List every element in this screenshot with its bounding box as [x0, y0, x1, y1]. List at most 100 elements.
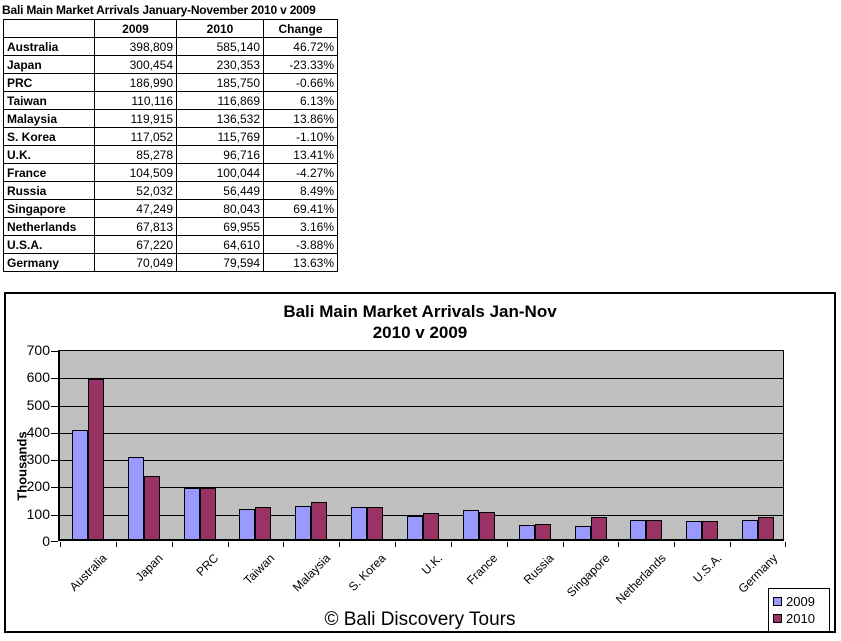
- table-row: Australia 398,809 585,140 46.72%: [3, 37, 338, 56]
- value-2009-cell: 52,032: [94, 181, 177, 200]
- x-axis-label: U.K.: [418, 551, 445, 578]
- value-2010-cell: 56,449: [176, 181, 264, 200]
- change-cell: 69.41%: [263, 199, 338, 218]
- bar-2010-u-k-: [423, 513, 439, 539]
- table-title: Bali Main Market Arrivals January-Novemb…: [2, 3, 316, 17]
- bar-2009-u-k-: [407, 516, 423, 539]
- chart-title-line-1: Bali Main Market Arrivals Jan-Nov: [283, 302, 557, 321]
- change-cell: 13.41%: [263, 145, 338, 164]
- value-2010-cell: 96,716: [176, 145, 264, 164]
- y-tick-label: 400: [26, 423, 50, 440]
- bar-2009-prc: [184, 488, 200, 539]
- x-axis-label: U.S.A.: [689, 551, 725, 586]
- value-2010-cell: 100,044: [176, 163, 264, 182]
- x-tick-mark: [730, 542, 731, 547]
- change-cell: -4.27%: [263, 163, 338, 182]
- gridline: [60, 405, 783, 407]
- value-2009-cell: 47,249: [94, 199, 177, 218]
- table-header-row: 2009 2010 Change: [3, 19, 338, 38]
- value-2010-cell: 230,353: [176, 55, 264, 74]
- change-cell: 13.63%: [263, 253, 338, 272]
- bar-2009-malaysia: [295, 506, 311, 539]
- value-2009-cell: 300,454: [94, 55, 177, 74]
- gridline: [60, 514, 783, 516]
- market-name-cell: U.K.: [3, 145, 95, 164]
- gridline: [60, 487, 783, 489]
- y-tick-mark: [51, 541, 58, 542]
- market-name-cell: PRC: [3, 73, 95, 92]
- y-tick-label: 0: [42, 533, 50, 549]
- legend-entry: 2009: [773, 593, 825, 610]
- legend: 2009 2010: [768, 588, 830, 632]
- chart-title: Bali Main Market Arrivals Jan-Nov 2010 v…: [6, 301, 834, 343]
- table-row: Taiwan 110,116 116,869 6.13%: [3, 91, 338, 110]
- plot-area: [51, 350, 786, 547]
- bar-2010-s-korea: [367, 507, 383, 539]
- x-tick-mark: [339, 542, 340, 547]
- bar-2010-u-s-a-: [702, 521, 718, 539]
- x-axis-label: S. Korea: [346, 551, 390, 594]
- bar-2009-japan: [128, 457, 144, 539]
- legend-entry: 2010: [773, 610, 825, 627]
- bar-2009-u-s-a-: [686, 521, 702, 539]
- bar-2009-singapore: [575, 526, 591, 539]
- market-name-cell: Singapore: [3, 199, 95, 218]
- gridline: [60, 432, 783, 434]
- bar-2010-malaysia: [311, 502, 327, 539]
- x-tick-mark: [563, 542, 564, 547]
- column-header: 2010: [176, 19, 264, 38]
- value-2009-cell: 119,915: [94, 109, 177, 128]
- market-name-cell: France: [3, 163, 95, 182]
- y-tick-label: 200: [26, 478, 50, 495]
- legend-swatch-2010: [773, 614, 782, 623]
- value-2010-cell: 185,750: [176, 73, 264, 92]
- table-row: Russia 52,032 56,449 8.49%: [3, 181, 338, 200]
- bar-2009-germany: [742, 520, 758, 539]
- market-name-cell: Russia: [3, 181, 95, 200]
- bar-2010-russia: [535, 524, 551, 539]
- x-tick-mark: [228, 542, 229, 547]
- column-header: 2009: [94, 19, 177, 38]
- x-tick-mark: [507, 542, 508, 547]
- value-2009-cell: 67,220: [94, 235, 177, 254]
- x-tick-mark: [395, 542, 396, 547]
- change-cell: -1.10%: [263, 127, 338, 146]
- bar-2010-france: [479, 512, 495, 539]
- value-2009-cell: 85,278: [94, 145, 177, 164]
- value-2010-cell: 64,610: [176, 235, 264, 254]
- x-axis-label: Australia: [66, 551, 110, 594]
- table-row: U.S.A. 67,220 64,610 -3.88%: [3, 235, 338, 254]
- table-row: Germany 70,049 79,594 13.63%: [3, 253, 338, 272]
- x-axis-label: Taiwan: [241, 551, 278, 588]
- table-row: S. Korea 117,052 115,769 -1.10%: [3, 127, 338, 146]
- value-2010-cell: 136,532: [176, 109, 264, 128]
- bar-2010-prc: [200, 488, 216, 539]
- value-2010-cell: 69,955: [176, 217, 264, 236]
- x-tick-mark: [60, 542, 61, 547]
- x-tick-mark: [674, 542, 675, 547]
- table-row: U.K. 85,278 96,716 13.41%: [3, 145, 338, 164]
- value-2009-cell: 398,809: [94, 37, 177, 56]
- y-tick-label: 100: [26, 505, 50, 522]
- table-row: France 104,509 100,044 -4.27%: [3, 163, 338, 182]
- change-cell: 46.72%: [263, 37, 338, 56]
- table-row: PRC 186,990 185,750 -0.66%: [3, 73, 338, 92]
- change-cell: -0.66%: [263, 73, 338, 92]
- market-name-cell: Australia: [3, 37, 95, 56]
- value-2009-cell: 70,049: [94, 253, 177, 272]
- bar-2010-netherlands: [646, 520, 662, 539]
- value-2009-cell: 67,813: [94, 217, 177, 236]
- bar-2010-japan: [144, 476, 160, 539]
- bar-2009-s-korea: [351, 507, 367, 539]
- bar-2010-singapore: [591, 517, 607, 539]
- x-tick-mark: [172, 542, 173, 547]
- table-row: Singapore 47,249 80,043 69.41%: [3, 199, 338, 218]
- gridline: [60, 378, 783, 380]
- table-row: Netherlands 67,813 69,955 3.16%: [3, 217, 338, 236]
- bar-2009-taiwan: [239, 509, 255, 539]
- x-axis-label: Singapore: [563, 551, 613, 600]
- x-axis-label: Malaysia: [289, 551, 334, 595]
- x-axis-label: Netherlands: [612, 551, 669, 607]
- market-name-cell: U.S.A.: [3, 235, 95, 254]
